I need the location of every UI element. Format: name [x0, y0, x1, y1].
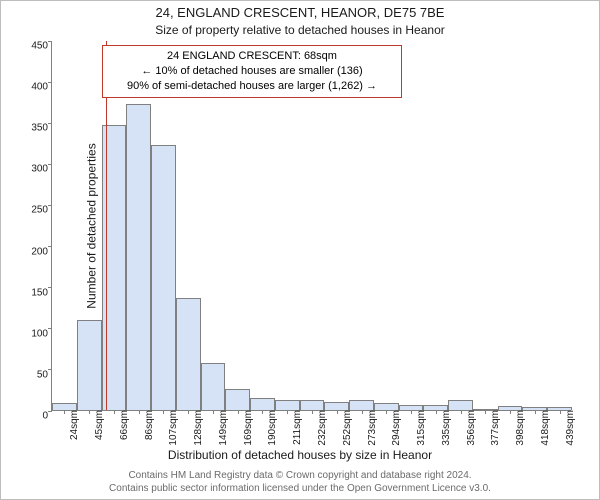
histogram-bar — [448, 400, 473, 410]
annotation-line-2: ← 10% of detached houses are smaller (13… — [109, 64, 395, 79]
x-tick-label: 315sqm — [414, 410, 427, 446]
y-tick-label: 300 — [31, 164, 52, 175]
credit-line-2: Contains public sector information licen… — [109, 483, 491, 494]
y-tick-label: 200 — [31, 246, 52, 257]
y-tick-label: 450 — [31, 41, 52, 52]
x-tick-mark — [163, 410, 164, 414]
histogram-bar — [225, 389, 250, 410]
x-tick-label: 418sqm — [538, 410, 551, 446]
histogram-bar — [151, 145, 176, 410]
x-tick-mark — [262, 410, 263, 414]
x-tick-mark — [461, 410, 462, 414]
histogram-bar — [349, 400, 374, 410]
x-tick-label: 24sqm — [67, 410, 80, 440]
credit-text: Contains HM Land Registry data © Crown c… — [1, 469, 599, 495]
x-tick-label: 107sqm — [166, 410, 179, 446]
x-tick-label: 439sqm — [563, 410, 576, 446]
x-tick-label: 294sqm — [389, 410, 402, 446]
histogram-bar — [126, 104, 151, 410]
x-tick-mark — [510, 410, 511, 414]
credit-line-1: Contains HM Land Registry data © Crown c… — [128, 470, 471, 481]
chart-title: 24, ENGLAND CRESCENT, HEANOR, DE75 7BE — [1, 5, 599, 20]
x-tick-label: 190sqm — [265, 410, 278, 446]
y-tick-label: 0 — [42, 411, 52, 422]
histogram-bar — [201, 363, 226, 410]
histogram-bar — [176, 298, 201, 410]
histogram-bar — [300, 400, 325, 410]
x-tick-label: 45sqm — [92, 410, 105, 440]
x-tick-label: 211sqm — [290, 410, 303, 445]
chart-container: 24, ENGLAND CRESCENT, HEANOR, DE75 7BE S… — [0, 0, 600, 500]
x-tick-label: 149sqm — [216, 410, 229, 446]
x-tick-mark — [411, 410, 412, 414]
x-tick-label: 252sqm — [340, 410, 353, 446]
y-tick-label: 400 — [31, 82, 52, 93]
x-tick-mark — [337, 410, 338, 414]
x-tick-mark — [436, 410, 437, 414]
x-tick-mark — [386, 410, 387, 414]
x-tick-mark — [64, 410, 65, 414]
x-tick-mark — [89, 410, 90, 414]
x-tick-mark — [287, 410, 288, 414]
histogram-bar — [324, 402, 349, 410]
y-tick-label: 150 — [31, 287, 52, 298]
x-tick-label: 66sqm — [117, 410, 130, 440]
x-tick-mark — [560, 410, 561, 414]
y-tick-label: 350 — [31, 123, 52, 134]
x-tick-mark — [362, 410, 363, 414]
x-tick-mark — [535, 410, 536, 414]
histogram-bar — [250, 398, 275, 410]
x-tick-label: 377sqm — [488, 410, 501, 446]
x-tick-mark — [188, 410, 189, 414]
annotation-box: 24 ENGLAND CRESCENT: 68sqm← 10% of detac… — [102, 45, 402, 98]
x-tick-label: 356sqm — [464, 410, 477, 446]
x-tick-label: 273sqm — [365, 410, 378, 446]
x-tick-mark — [114, 410, 115, 414]
x-tick-mark — [139, 410, 140, 414]
x-tick-label: 232sqm — [315, 410, 328, 446]
x-tick-mark — [485, 410, 486, 414]
x-tick-label: 169sqm — [241, 410, 254, 446]
x-axis-label: Distribution of detached houses by size … — [1, 448, 599, 462]
y-axis-label-wrap: Number of detached properties — [9, 41, 21, 411]
plot-area: 05010015020025030035040045024sqm45sqm66s… — [51, 41, 571, 411]
annotation-line-1: 24 ENGLAND CRESCENT: 68sqm — [109, 49, 395, 64]
x-tick-label: 128sqm — [191, 410, 204, 446]
histogram-bar — [275, 400, 300, 410]
chart-subtitle: Size of property relative to detached ho… — [1, 23, 599, 37]
y-tick-label: 100 — [31, 328, 52, 339]
histogram-bar — [102, 125, 127, 410]
x-tick-mark — [213, 410, 214, 414]
histogram-bar — [77, 320, 102, 410]
x-tick-mark — [312, 410, 313, 414]
x-tick-label: 86sqm — [142, 410, 155, 440]
x-tick-label: 398sqm — [513, 410, 526, 446]
x-tick-label: 335sqm — [439, 410, 452, 446]
y-tick-label: 50 — [37, 369, 52, 380]
x-tick-mark — [238, 410, 239, 414]
y-tick-label: 250 — [31, 205, 52, 216]
annotation-line-3: 90% of semi-detached houses are larger (… — [109, 79, 395, 94]
